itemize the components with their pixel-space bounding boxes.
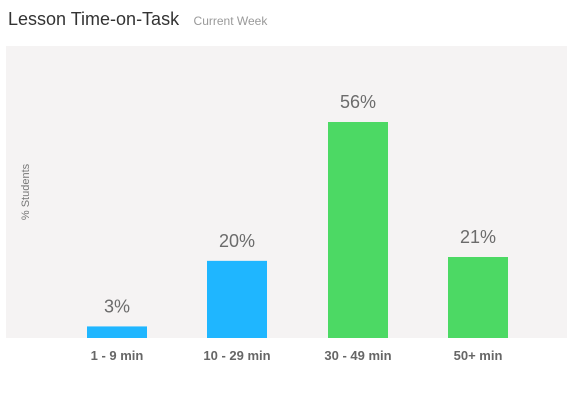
category-label[interactable]: 1 - 9 min — [91, 348, 144, 363]
category-label[interactable]: 50+ min — [454, 348, 503, 363]
category-label[interactable]: 30 - 49 min — [324, 348, 391, 363]
category-label[interactable]: 10 - 29 min — [203, 348, 270, 363]
bar-1[interactable] — [87, 326, 147, 338]
bar-value-label: 56% — [340, 92, 376, 112]
bar-value-label: 3% — [104, 296, 130, 316]
bar-2[interactable] — [207, 260, 267, 338]
chart-title: Lesson Time-on-Task — [8, 9, 180, 29]
bar-3[interactable] — [328, 122, 388, 338]
chart-header: Lesson Time-on-Task Current Week — [8, 9, 267, 30]
bar-value-label: 20% — [219, 231, 255, 251]
bar-value-label: 21% — [460, 227, 496, 247]
y-axis-label: % Students — [20, 163, 32, 220]
chart-subtitle: Current Week — [193, 14, 268, 28]
bar-4[interactable] — [448, 257, 508, 338]
